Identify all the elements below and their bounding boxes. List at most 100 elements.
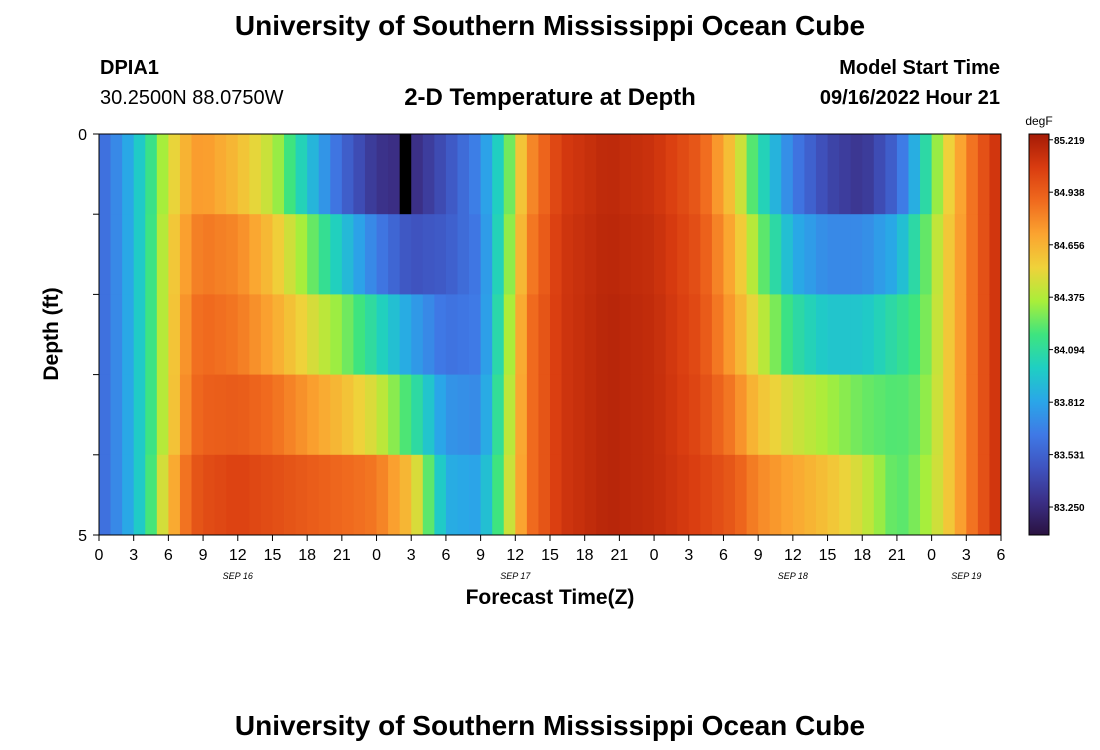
heatmap-cell <box>122 294 135 375</box>
heatmap-cell <box>411 374 424 456</box>
heatmap-cell <box>538 294 551 375</box>
heatmap-cell <box>943 454 956 536</box>
heatmap-cell <box>642 294 655 375</box>
heatmap-cell <box>376 294 389 375</box>
heatmap-cell <box>758 374 771 456</box>
heatmap-cell <box>388 294 401 375</box>
heatmap-cell <box>203 454 216 536</box>
heatmap-cell <box>388 214 401 295</box>
heatmap-cell <box>480 214 493 295</box>
heatmap-cell <box>758 134 771 215</box>
heatmap-cell <box>99 214 111 295</box>
heatmap-cell <box>133 294 146 375</box>
heatmap-cell <box>307 374 320 456</box>
heatmap-cell <box>839 214 852 295</box>
heatmap-cell <box>584 134 597 215</box>
heatmap-cell <box>804 214 817 295</box>
heatmap-cell <box>399 454 412 536</box>
heatmap-cell <box>746 374 759 456</box>
heatmap-cell <box>168 134 181 215</box>
heatmap-cell <box>168 454 181 536</box>
y-tick-label: 0 <box>78 127 87 144</box>
heatmap-cell <box>364 374 377 456</box>
heatmap-cell <box>434 454 447 536</box>
colorbar-tick-label: 83.812 <box>1054 398 1085 409</box>
heatmap-cell <box>688 214 701 295</box>
heatmap-cell <box>110 294 123 375</box>
heatmap-cell <box>168 214 181 295</box>
heatmap-cell <box>665 454 678 536</box>
heatmap-cell <box>480 294 493 375</box>
heatmap-cell <box>550 134 562 215</box>
colorbar-unit: degF <box>1025 114 1052 128</box>
heatmap-cell <box>122 134 135 215</box>
heatmap-cell <box>954 214 967 295</box>
heatmap-cell <box>815 134 828 215</box>
heatmap-cell <box>954 294 967 375</box>
x-tick-label: 15 <box>819 547 837 564</box>
heatmap-cell <box>145 294 158 375</box>
heatmap-cell <box>700 294 713 375</box>
heatmap-cell <box>191 134 204 215</box>
heatmap-cell <box>804 294 817 375</box>
heatmap-cell <box>399 374 412 456</box>
heatmap-cell <box>630 214 643 295</box>
x-tick-label: 18 <box>298 547 316 564</box>
heatmap-cell <box>850 294 863 375</box>
heatmap-cell <box>99 374 111 456</box>
heatmap-cell <box>376 374 389 456</box>
heatmap-cell <box>99 454 111 536</box>
x-tick-label: 6 <box>719 547 728 564</box>
heatmap-cell <box>388 134 401 215</box>
heatmap-cell <box>977 214 990 295</box>
heatmap-cell <box>179 214 192 295</box>
heatmap-cell <box>862 214 875 295</box>
heatmap-cell <box>214 294 227 375</box>
heatmap-cell <box>492 134 505 215</box>
heatmap-cell <box>596 134 609 215</box>
heatmap-cell <box>584 374 597 456</box>
heatmap-cell <box>156 214 169 295</box>
heatmap-cell <box>168 294 181 375</box>
heatmap-cell <box>642 134 655 215</box>
heatmap-cell <box>203 294 216 375</box>
heatmap-cell <box>966 214 979 295</box>
heatmap-cell <box>619 294 632 375</box>
heatmap-cell <box>908 214 921 295</box>
footer-title: University of Southern Mississippi Ocean… <box>234 710 866 741</box>
heatmap-cell <box>226 134 239 215</box>
heatmap-cell <box>850 454 863 536</box>
heatmap-cell <box>156 374 169 456</box>
heatmap-cell <box>411 214 424 295</box>
heatmap-cell <box>156 294 169 375</box>
heatmap-cell <box>318 374 331 456</box>
x-tick-label: 3 <box>407 547 416 564</box>
x-tick-label: 21 <box>333 547 351 564</box>
heatmap-cell <box>677 374 690 456</box>
heatmap-cell <box>341 294 354 375</box>
heatmap-cell <box>364 214 377 295</box>
heatmap-cell <box>573 294 586 375</box>
heatmap-cell <box>272 134 285 215</box>
heatmap-cell <box>873 374 886 456</box>
heatmap-cell <box>665 294 678 375</box>
x-tick-label: 3 <box>684 547 693 564</box>
heatmap-cell <box>885 454 898 536</box>
model-start-label: Model Start Time <box>839 57 1000 79</box>
heatmap-cell <box>896 374 909 456</box>
x-tick-label: 0 <box>650 547 659 564</box>
heatmap-cell <box>619 214 632 295</box>
heatmap-cell <box>179 374 192 456</box>
heatmap-cell <box>873 454 886 536</box>
heatmap-cell <box>434 374 447 456</box>
heatmap-cell <box>573 214 586 295</box>
heatmap-cell <box>850 374 863 456</box>
heatmap-cell <box>943 374 956 456</box>
heatmap-cell <box>908 454 921 536</box>
heatmap-cell <box>966 374 979 456</box>
heatmap-cell <box>931 454 944 536</box>
heatmap-cell <box>607 134 620 215</box>
heatmap-cell <box>364 454 377 536</box>
heatmap-cell <box>896 134 909 215</box>
heatmap-cell <box>839 294 852 375</box>
